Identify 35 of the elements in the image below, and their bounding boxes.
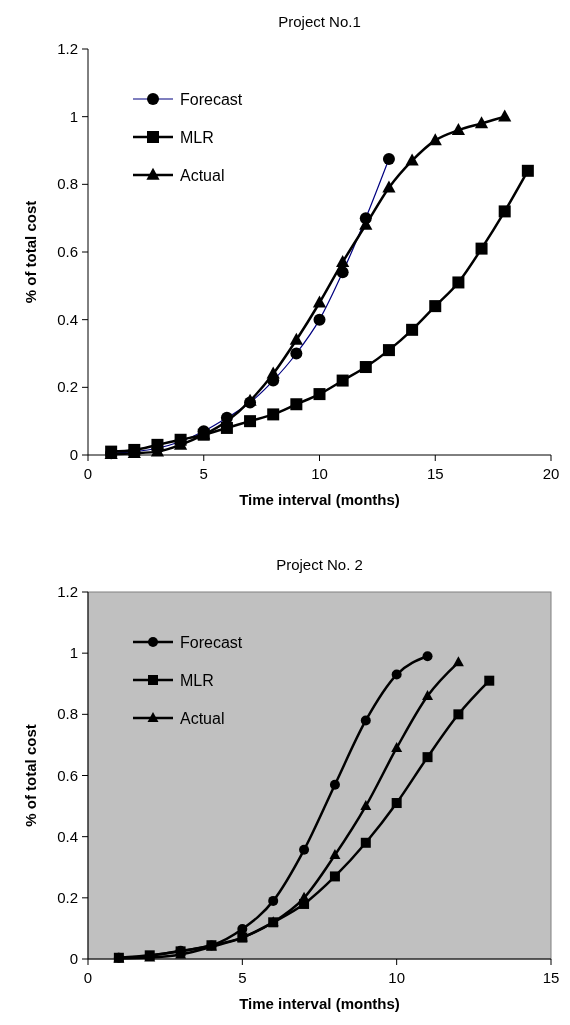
y-tick-label: 1.2 bbox=[57, 40, 78, 57]
x-axis-title: Time interval (months) bbox=[239, 491, 400, 508]
x-tick-label: 20 bbox=[542, 465, 560, 482]
x-tick-label: 5 bbox=[199, 465, 208, 482]
chart-title: Project No. 2 bbox=[276, 556, 363, 573]
legend-label: Actual bbox=[180, 710, 225, 727]
y-axis-title: % of total cost bbox=[22, 724, 39, 827]
x-tick-label: 15 bbox=[426, 465, 444, 482]
legend-label: Forecast bbox=[180, 634, 243, 651]
legend-label: Actual bbox=[180, 167, 225, 184]
y-tick-label: 1.2 bbox=[57, 583, 78, 600]
legend-label: MLR bbox=[180, 129, 214, 146]
x-tick-label: 15 bbox=[542, 969, 560, 986]
chart-title: Project No.1 bbox=[278, 13, 361, 30]
x-axis-title: Time interval (months) bbox=[239, 995, 400, 1012]
x-tick-label: 10 bbox=[388, 969, 406, 986]
y-tick-label: 1 bbox=[69, 107, 78, 125]
y-tick-label: 0.4 bbox=[57, 310, 78, 328]
x-tick-label: 0 bbox=[83, 465, 93, 482]
y-tick-label: 0.6 bbox=[57, 243, 78, 260]
y-tick-label: 0.2 bbox=[57, 378, 78, 396]
x-tick-label: 5 bbox=[238, 969, 247, 986]
y-tick-label: 0.4 bbox=[57, 827, 78, 845]
y-tick-label: 0.2 bbox=[57, 888, 78, 906]
y-axis-title: % of total cost bbox=[22, 200, 39, 304]
y-tick-label: 0.8 bbox=[57, 175, 78, 193]
y-tick-label: 1 bbox=[69, 644, 78, 662]
y-tick-label: 0 bbox=[69, 446, 78, 463]
y-tick-label: 0 bbox=[69, 950, 78, 967]
x-tick-label: 10 bbox=[311, 465, 328, 482]
legend-label: Forecast bbox=[180, 91, 243, 108]
y-tick-label: 0.8 bbox=[57, 705, 78, 723]
legend-label: MLR bbox=[180, 672, 214, 689]
x-tick-label: 0 bbox=[83, 969, 93, 986]
y-tick-label: 0.6 bbox=[57, 766, 78, 784]
